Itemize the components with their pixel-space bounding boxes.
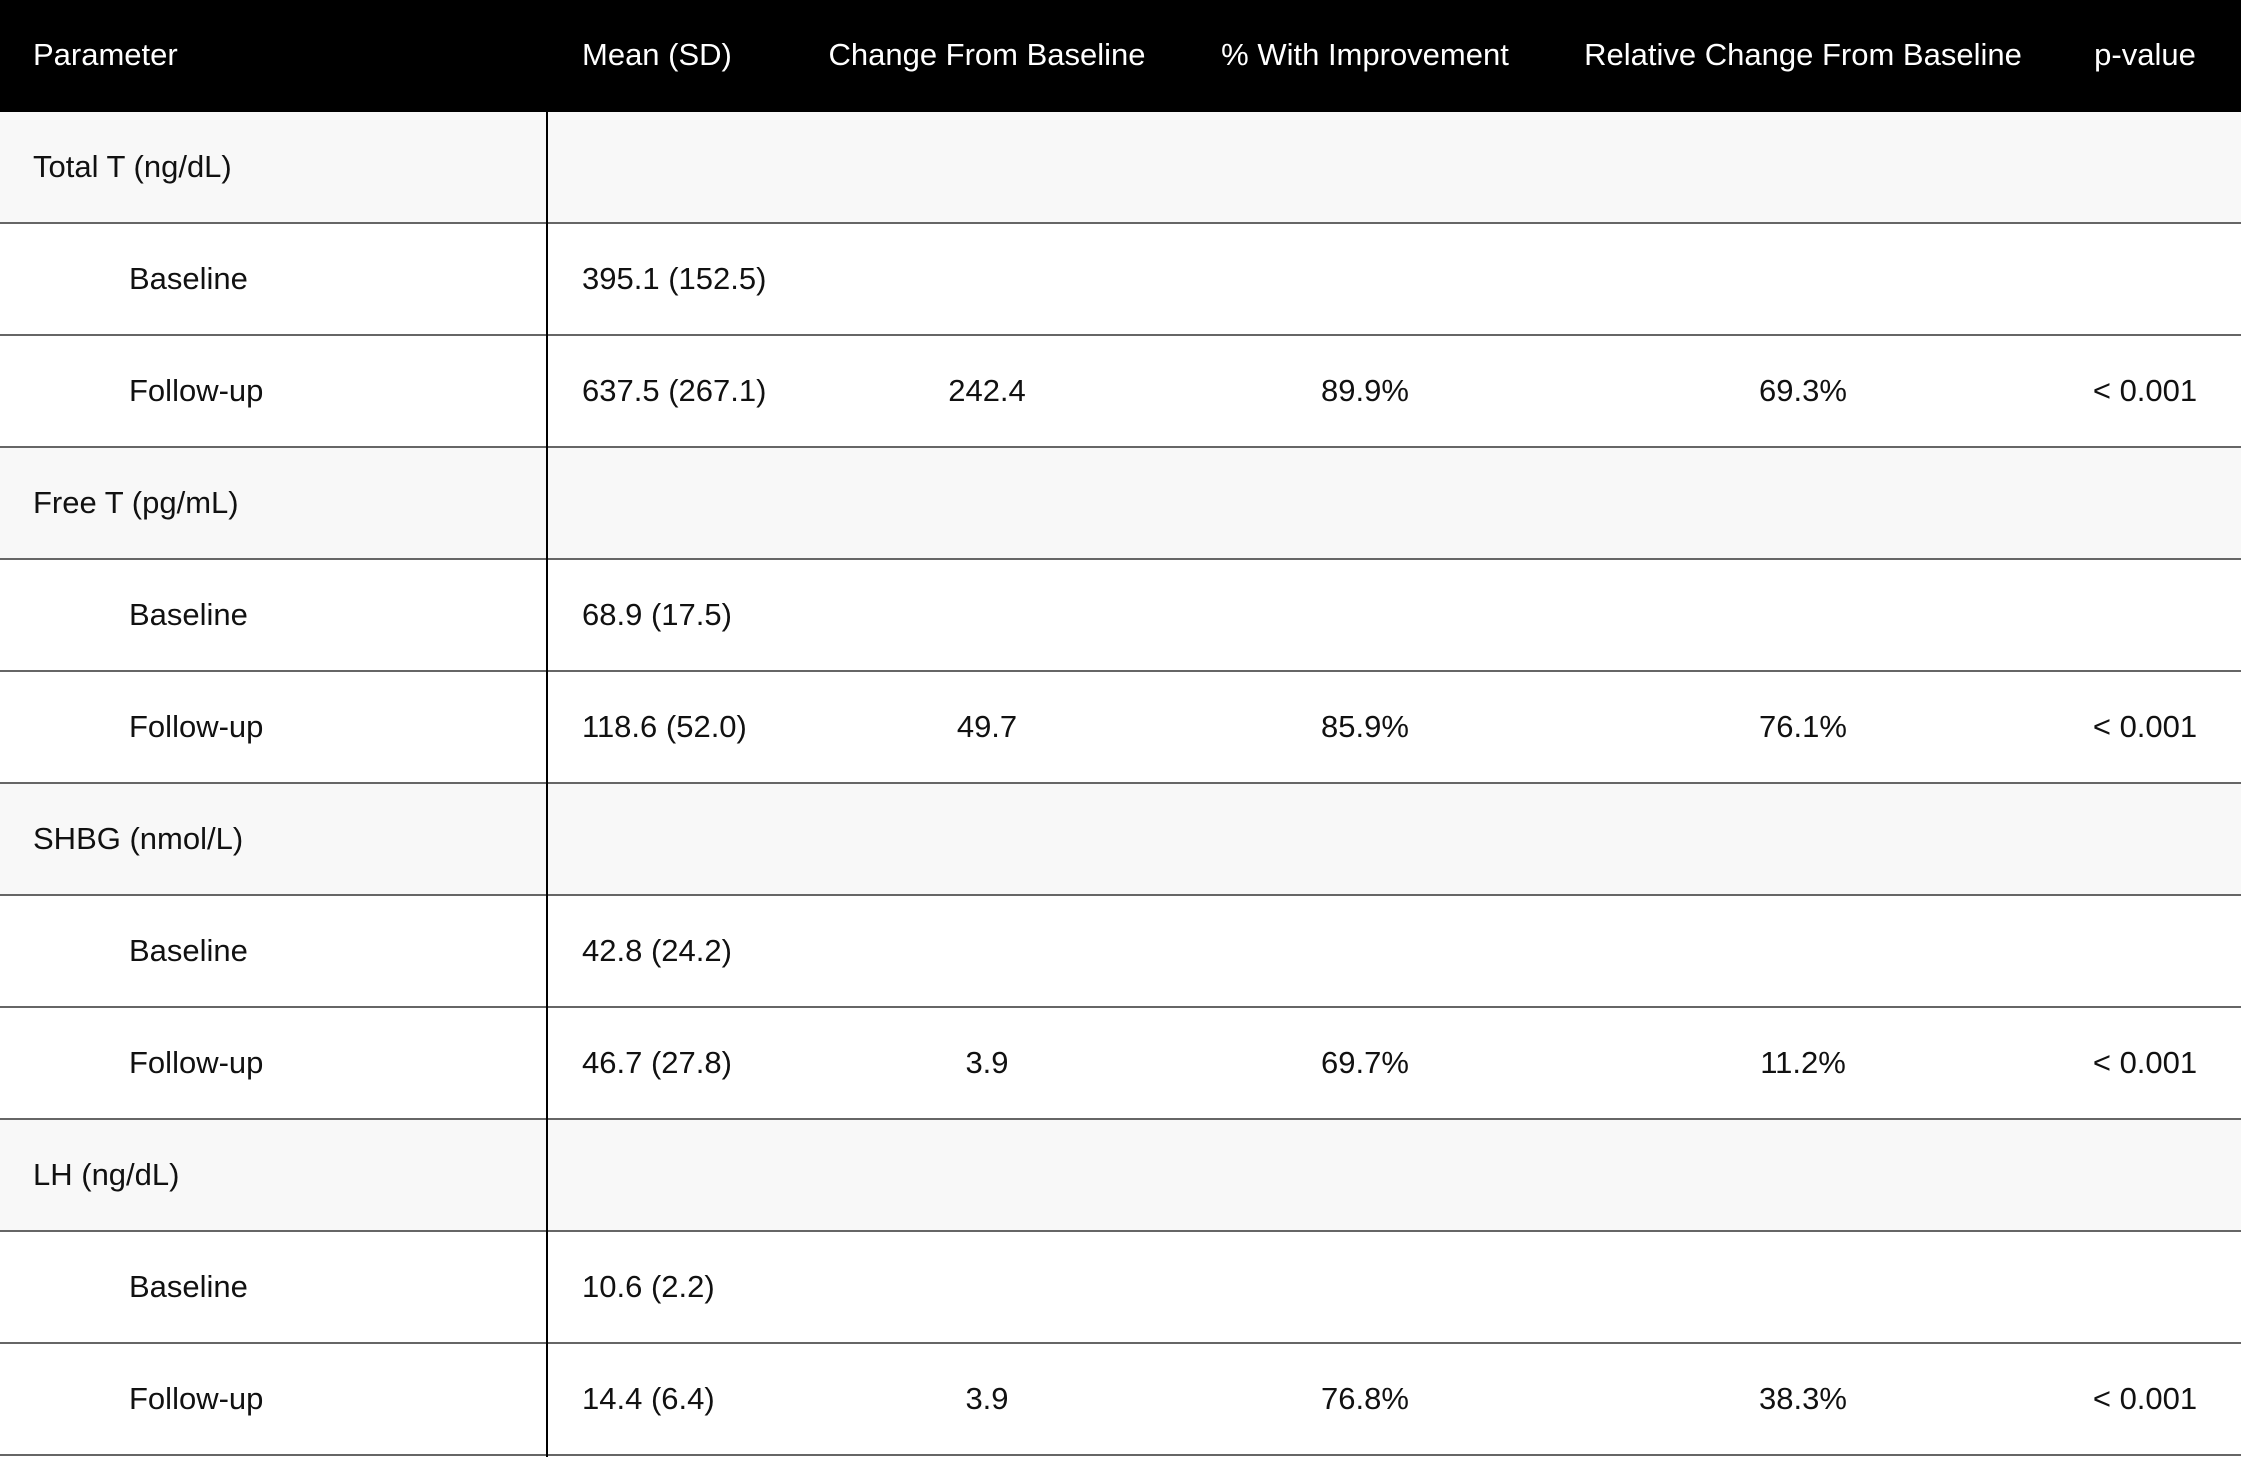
column-divider <box>546 112 548 1457</box>
data-row: Follow-up 637.5 (267.1) 242.4 89.9% 69.3% < 0… <box>0 336 2241 448</box>
cell-value: 3.9 <box>965 1381 1009 1416</box>
group-name: SHBG (nmol/L) <box>33 821 244 856</box>
cell-value: 89.9% <box>1321 373 1409 408</box>
group-row: Total T (ng/dL) <box>0 112 2241 224</box>
data-row: Follow-up 46.7 (27.8) 3.9 69.7% 11.2% < 0.001 <box>0 1008 2241 1120</box>
cell-value: 14.4 (6.4) <box>582 1381 715 1416</box>
column-header: Mean (SD) <box>582 37 732 72</box>
cell-value: 76.8% <box>1321 1381 1409 1416</box>
group-row: SHBG (nmol/L) <box>0 784 2241 896</box>
cell-value: 11.2% <box>1760 1045 1846 1080</box>
column-header: Relative Change From Baseline <box>1584 37 2022 72</box>
row-label: Follow-up <box>129 709 264 744</box>
cell-value: < 0.001 <box>2092 1045 2198 1080</box>
header-row: Parameter Mean (SD) Change From Baseline % … <box>0 0 2241 112</box>
data-row: Follow-up 14.4 (6.4) 3.9 76.8% 38.3% < 0.001 <box>0 1344 2241 1456</box>
cell-value: 69.7% <box>1321 1045 1409 1080</box>
cell-value: 68.9 (17.5) <box>582 597 732 632</box>
cell-value: 42.8 (24.2) <box>582 933 732 968</box>
data-row: Baseline 10.6 (2.2) <box>0 1232 2241 1344</box>
group-name: Total T (ng/dL) <box>33 149 232 184</box>
row-label: Follow-up <box>129 1381 264 1416</box>
row-label: Baseline <box>129 933 248 968</box>
column-header: % With Improvement <box>1221 37 1509 72</box>
cell-value: 10.6 (2.2) <box>582 1269 715 1304</box>
cell-value: 69.3% <box>1759 373 1847 408</box>
data-row: Baseline 395.1 (152.5) <box>0 224 2241 336</box>
data-row: Baseline 68.9 (17.5) <box>0 560 2241 672</box>
group-name: Free T (pg/mL) <box>33 485 239 520</box>
column-header: p-value <box>2094 37 2196 72</box>
cell-value: 85.9% <box>1321 709 1409 744</box>
cell-value: 38.3% <box>1759 1381 1847 1416</box>
cell-value: 637.5 (267.1) <box>582 373 767 408</box>
cell-value: 46.7 (27.8) <box>582 1045 732 1080</box>
row-label: Baseline <box>129 597 248 632</box>
column-header: Parameter <box>33 37 178 72</box>
row-label: Baseline <box>129 1269 248 1304</box>
cell-value: 3.9 <box>965 1045 1009 1080</box>
data-row: Baseline 42.8 (24.2) <box>0 896 2241 1008</box>
column-header: Change From Baseline <box>828 37 1146 72</box>
cell-value: < 0.001 <box>2092 1381 2198 1416</box>
cell-value: 395.1 (152.5) <box>582 261 767 296</box>
row-label: Follow-up <box>129 1045 264 1080</box>
cell-value: 242.4 <box>948 373 1026 408</box>
row-label: Baseline <box>129 261 248 296</box>
data-row: Follow-up 118.6 (52.0) 49.7 85.9% 76.1% < 0.0… <box>0 672 2241 784</box>
cell-value: 76.1% <box>1759 709 1847 744</box>
cell-value: < 0.001 <box>2092 709 2198 744</box>
group-row: Free T (pg/mL) <box>0 448 2241 560</box>
cell-value: 118.6 (52.0) <box>582 709 747 744</box>
group-name: LH (ng/dL) <box>33 1157 180 1192</box>
row-label: Follow-up <box>129 373 264 408</box>
group-row: LH (ng/dL) <box>0 1120 2241 1232</box>
cell-value: < 0.001 <box>2092 373 2198 408</box>
cell-value: 49.7 <box>956 709 1018 744</box>
